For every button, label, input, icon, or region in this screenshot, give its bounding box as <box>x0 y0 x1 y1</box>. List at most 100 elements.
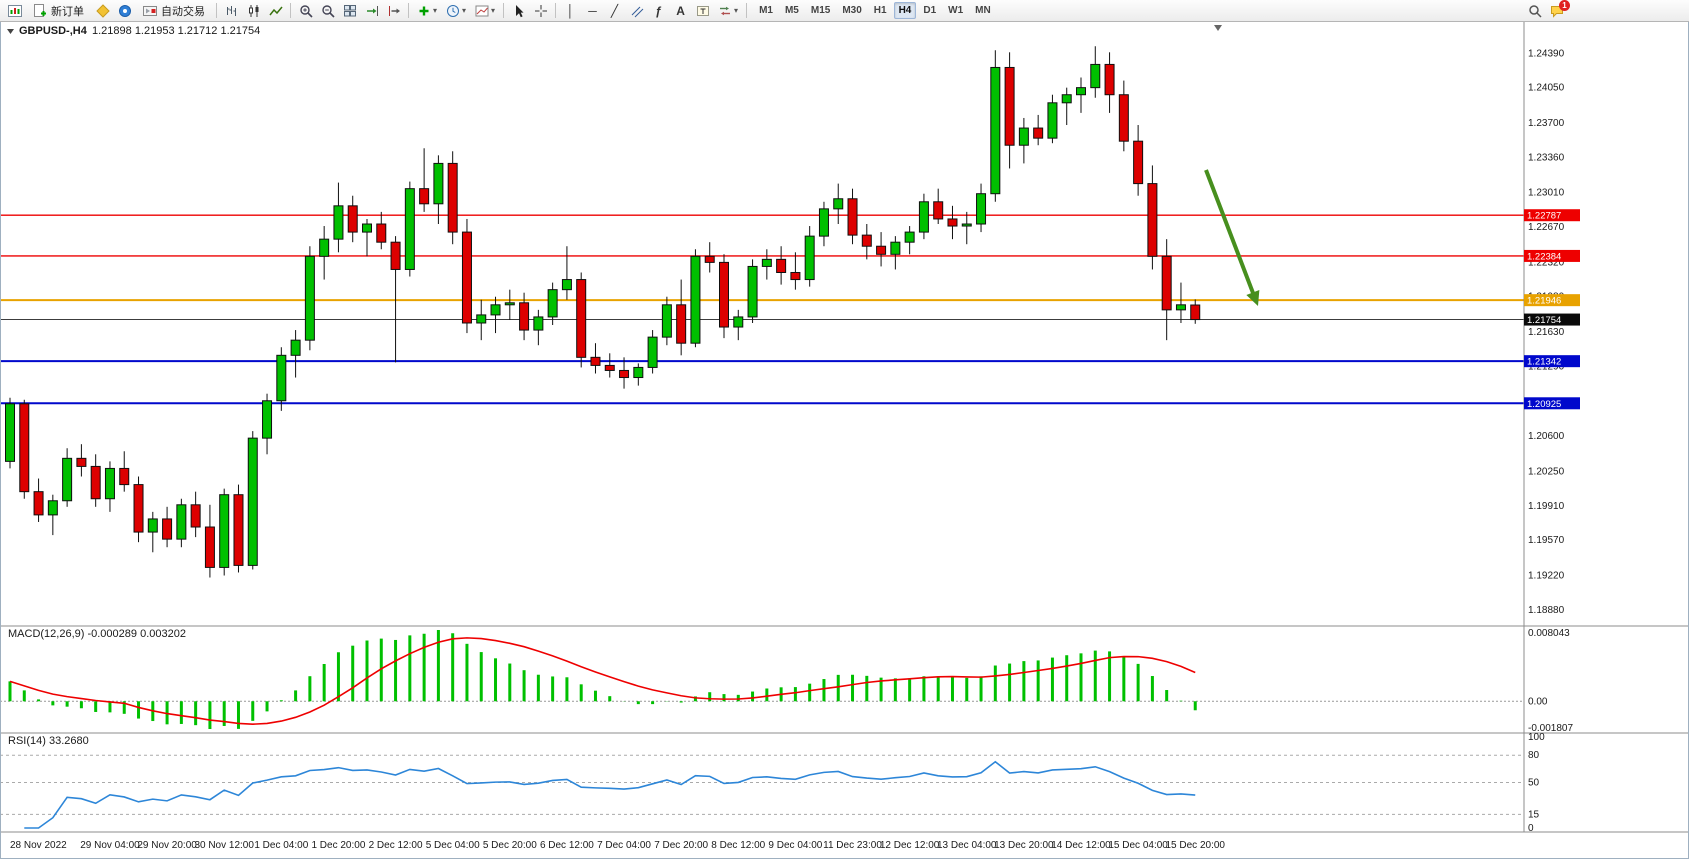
autotrading-button[interactable]: 自动交易 <box>136 1 212 20</box>
svg-text:-0.001807: -0.001807 <box>1528 723 1573 734</box>
svg-text:1.21946: 1.21946 <box>1527 296 1561 307</box>
svg-text:1.23700: 1.23700 <box>1528 118 1565 129</box>
templates-button[interactable]: ▾ <box>471 1 499 20</box>
chart-symbol-title: GBPUSD-,H4 <box>19 25 88 37</box>
svg-text:1 Dec 20:00: 1 Dec 20:00 <box>311 840 365 851</box>
macd-signal-line <box>9 637 1196 725</box>
text-tool-icon[interactable]: A <box>676 3 685 18</box>
chart-window-icon[interactable] <box>4 1 25 20</box>
zoom-out-icon[interactable] <box>317 1 338 20</box>
notification-badge: 1 <box>1559 0 1570 11</box>
price-level-badge <box>1524 294 1580 307</box>
toolbar-separator <box>503 3 505 18</box>
svg-text:1.22384: 1.22384 <box>1527 251 1561 262</box>
svg-text:29 Nov 04:00: 29 Nov 04:00 <box>80 840 140 851</box>
svg-text:1.20925: 1.20925 <box>1527 399 1561 410</box>
horizontal-line-icon[interactable]: ─ <box>588 3 597 18</box>
svg-text:15 Dec 04:00: 15 Dec 04:00 <box>1108 840 1168 851</box>
chart-ohlc-values: 1.21898 1.21953 1.21712 1.21754 <box>92 25 260 37</box>
svg-text:100: 100 <box>1528 732 1545 743</box>
notifications-icon[interactable]: 1 <box>1546 0 1570 20</box>
community-icon[interactable] <box>114 1 135 20</box>
autotrading-label: 自动交易 <box>161 5 205 18</box>
timeframe-H1[interactable]: H1 <box>873 5 887 16</box>
new-order-button[interactable]: 新订单 <box>26 1 91 20</box>
price-axis[interactable]: 1.24390 1.24050 1.23700 1.23360 1.23010 1.226… <box>1524 48 1580 834</box>
svg-text:28 Nov 2022: 28 Nov 2022 <box>10 840 67 851</box>
vertical-line-icon[interactable]: │ <box>566 3 575 18</box>
svg-text:13 Dec 04:00: 13 Dec 04:00 <box>937 840 997 851</box>
svg-text:8 Dec 12:00: 8 Dec 12:00 <box>711 840 765 851</box>
svg-text:13 Dec 20:00: 13 Dec 20:00 <box>994 840 1054 851</box>
svg-text:5 Dec 20:00: 5 Dec 20:00 <box>483 840 537 851</box>
toolbar-separator <box>746 3 748 18</box>
svg-text:12 Dec 12:00: 12 Dec 12:00 <box>880 840 940 851</box>
tile-windows-icon[interactable] <box>339 1 360 20</box>
timeframe-W1[interactable]: W1 <box>948 5 964 16</box>
svg-text:9 Dec 04:00: 9 Dec 04:00 <box>768 840 822 851</box>
svg-text:6 Dec 12:00: 6 Dec 12:00 <box>540 840 594 851</box>
toolbar-separator <box>216 3 217 18</box>
timeframe-D1[interactable]: D1 <box>923 5 937 16</box>
svg-text:1.20250: 1.20250 <box>1528 466 1565 477</box>
bar-chart-icon[interactable] <box>221 1 242 20</box>
svg-text:15 Dec 20:00: 15 Dec 20:00 <box>1165 840 1225 851</box>
macd-pane[interactable] <box>0 630 1524 729</box>
mql-wizard-icon[interactable] <box>92 1 113 20</box>
zoom-in-icon[interactable] <box>295 1 316 20</box>
new-order-label: 新订单 <box>51 5 84 18</box>
timeframe-MN[interactable]: MN <box>975 5 991 16</box>
svg-text:15: 15 <box>1528 809 1540 820</box>
search-icon[interactable] <box>1524 1 1545 20</box>
main-toolbar: 新订单 自动交易 ▾ ▾ ▾ │ ─ ╱ ƒ A ▾ M1 M5 M15 M30 H1 H… <box>0 0 1689 22</box>
channel-icon[interactable] <box>626 1 647 20</box>
chart-background <box>0 22 1689 859</box>
svg-text:0.00: 0.00 <box>1528 696 1548 707</box>
svg-text:1.19220: 1.19220 <box>1528 570 1565 581</box>
svg-text:1.22787: 1.22787 <box>1527 211 1561 222</box>
svg-text:7 Dec 04:00: 7 Dec 04:00 <box>597 840 651 851</box>
arrows-shapes-button[interactable]: ▾ <box>714 1 742 20</box>
svg-text:1.21630: 1.21630 <box>1528 327 1565 338</box>
bid-price-badge <box>1524 313 1580 326</box>
timeframe-M30[interactable]: M30 <box>842 5 862 16</box>
crosshair-icon[interactable] <box>530 1 551 20</box>
trendline-icon[interactable]: ╱ <box>610 3 619 18</box>
svg-text:1.19570: 1.19570 <box>1528 535 1565 546</box>
periods-button[interactable]: ▾ <box>442 1 470 20</box>
chart-shift-marker[interactable] <box>1214 25 1222 31</box>
rsi-label: RSI(14) 33.2680 <box>8 735 89 747</box>
price-level-badge <box>1524 209 1580 222</box>
svg-text:1.23360: 1.23360 <box>1528 152 1565 163</box>
svg-text:1.21754: 1.21754 <box>1527 315 1561 326</box>
ohlc-collapse-icon[interactable] <box>7 29 14 34</box>
trend-arrow-annotation[interactable] <box>1204 169 1260 306</box>
timeframe-M5[interactable]: M5 <box>784 5 799 16</box>
fibonacci-icon[interactable]: ƒ <box>655 3 662 18</box>
svg-text:1 Dec 04:00: 1 Dec 04:00 <box>254 840 308 851</box>
indicators-button[interactable]: ▾ <box>413 1 441 20</box>
svg-text:1.23010: 1.23010 <box>1528 188 1565 199</box>
svg-text:1.19910: 1.19910 <box>1528 501 1565 512</box>
toolbar-separator <box>408 3 409 18</box>
price-chart-canvas[interactable]: 1.24390 1.24050 1.23700 1.23360 1.23010 1.226… <box>0 22 1689 859</box>
rsi-line <box>24 760 1196 829</box>
chart-shift-icon[interactable] <box>383 1 404 20</box>
text-label-icon[interactable] <box>692 1 713 20</box>
rsi-pane[interactable] <box>0 754 1524 829</box>
auto-scroll-icon[interactable] <box>361 1 382 20</box>
toolbar-separator <box>555 3 557 18</box>
cursor-icon[interactable] <box>508 1 529 20</box>
timeframe-M15[interactable]: M15 <box>810 5 831 16</box>
dropdown-caret-icon: ▾ <box>734 6 739 15</box>
candlestick-chart-icon[interactable] <box>243 1 264 20</box>
svg-text:0: 0 <box>1528 823 1534 834</box>
svg-text:1.22320: 1.22320 <box>1528 257 1565 268</box>
svg-text:29 Nov 20:00: 29 Nov 20:00 <box>137 840 197 851</box>
line-chart-icon[interactable] <box>265 1 286 20</box>
svg-text:0.008043: 0.008043 <box>1528 628 1570 639</box>
timeframe-M1[interactable]: M1 <box>759 5 773 16</box>
timeframe-H4[interactable]: H4 <box>893 2 917 19</box>
horizontal-level-lines[interactable] <box>0 214 1524 405</box>
